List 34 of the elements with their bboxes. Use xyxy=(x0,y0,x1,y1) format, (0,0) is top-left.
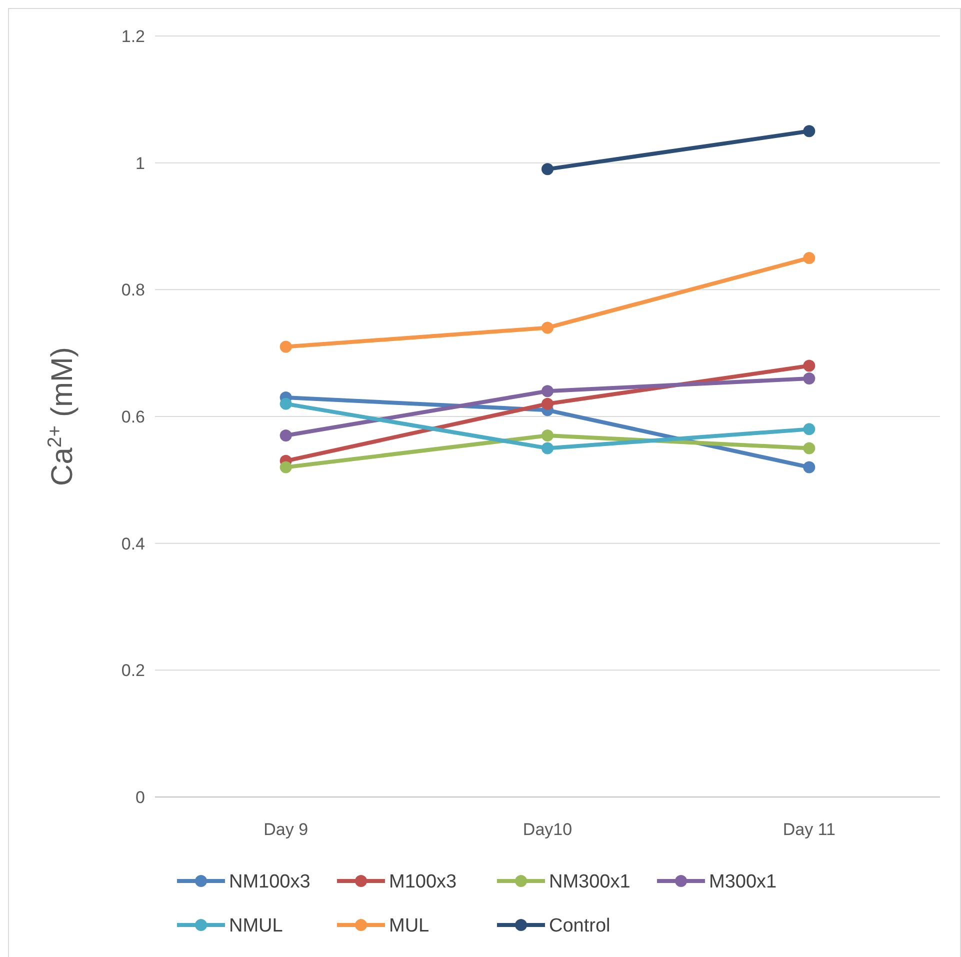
y-tick-label: 0.2 xyxy=(121,661,145,680)
y-tick-label: 0.8 xyxy=(121,280,145,300)
y-tick-label: 0 xyxy=(136,788,145,807)
legend-label: NM100x3 xyxy=(229,872,310,893)
point xyxy=(280,430,292,442)
legend-label: NMUL xyxy=(229,916,283,937)
legend-label: NM300x1 xyxy=(549,872,630,893)
point xyxy=(803,360,816,372)
x-tick-label: Day10 xyxy=(522,820,572,839)
point xyxy=(280,461,292,474)
x-tick-label: Day 11 xyxy=(782,820,836,839)
y-tick-label: 1 xyxy=(136,154,145,173)
point xyxy=(542,322,554,334)
y-tick-label: 1.2 xyxy=(121,26,145,46)
point xyxy=(803,125,816,138)
point xyxy=(803,442,816,454)
legend-label: MUL xyxy=(389,916,430,937)
point xyxy=(803,423,816,436)
point xyxy=(280,398,292,410)
point xyxy=(803,372,816,384)
y-tick-label: 0.6 xyxy=(121,407,145,426)
point xyxy=(803,461,816,474)
legend-label: Control xyxy=(549,916,610,937)
point xyxy=(542,163,554,176)
point xyxy=(542,430,554,442)
legend-label: M300x1 xyxy=(709,872,777,893)
point xyxy=(542,385,554,398)
x-tick-label: Day 9 xyxy=(264,820,308,839)
point xyxy=(542,442,554,454)
y-tick-label: 0.4 xyxy=(121,534,145,554)
point xyxy=(280,340,292,353)
point xyxy=(542,398,554,410)
point xyxy=(803,252,816,264)
legend-label: M100x3 xyxy=(389,872,457,893)
